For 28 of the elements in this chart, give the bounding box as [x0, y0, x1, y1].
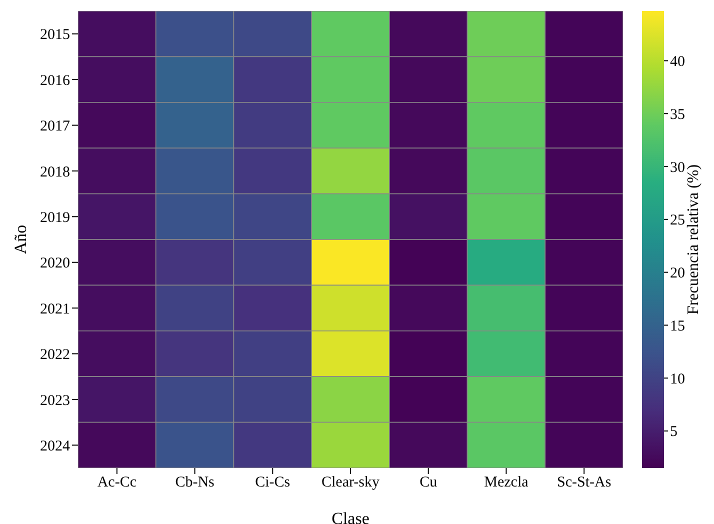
color-bar-label: 5	[670, 424, 678, 440]
x-tick-label: Ac-Cc	[97, 474, 137, 491]
color-bar-label: 40	[670, 54, 685, 70]
y-tick-label: 2015	[40, 27, 70, 44]
x-tick-label: Cu	[420, 474, 438, 491]
y-axis-title: Año	[11, 224, 30, 254]
y-tick-label: 2016	[40, 72, 70, 89]
y-tick-label: 2018	[40, 164, 70, 180]
x-tick-label: Ci-Cs	[255, 474, 290, 491]
color-bar-label: 10	[670, 371, 685, 388]
x-tick-label: Mezcla	[484, 474, 529, 491]
color-bar-title: Frecuencia relativa (%)	[685, 164, 702, 315]
y-tick-label: 2021	[40, 301, 70, 318]
y-tick-label: 2023	[40, 392, 70, 409]
y-tick-label: 2022	[40, 347, 70, 364]
color-bar-label: 30	[670, 160, 685, 176]
y-tick-label: 2017	[40, 118, 70, 135]
x-tick-label: Clear-sky	[321, 474, 380, 491]
y-tick-label: 2024	[40, 438, 70, 454]
y-tick-label: 2019	[40, 210, 70, 226]
color-bar-label: 25	[670, 212, 685, 229]
color-bar-label: 20	[670, 266, 685, 282]
color-bar-label: 15	[670, 318, 685, 334]
x-tick-label: Cb-Ns	[175, 474, 215, 491]
y-tick-label: 2020	[40, 256, 70, 272]
x-tick-label: Sc-St-As	[556, 474, 612, 491]
color-bar-label: 35	[670, 106, 685, 123]
x-axis-title: Clase	[332, 509, 370, 524]
